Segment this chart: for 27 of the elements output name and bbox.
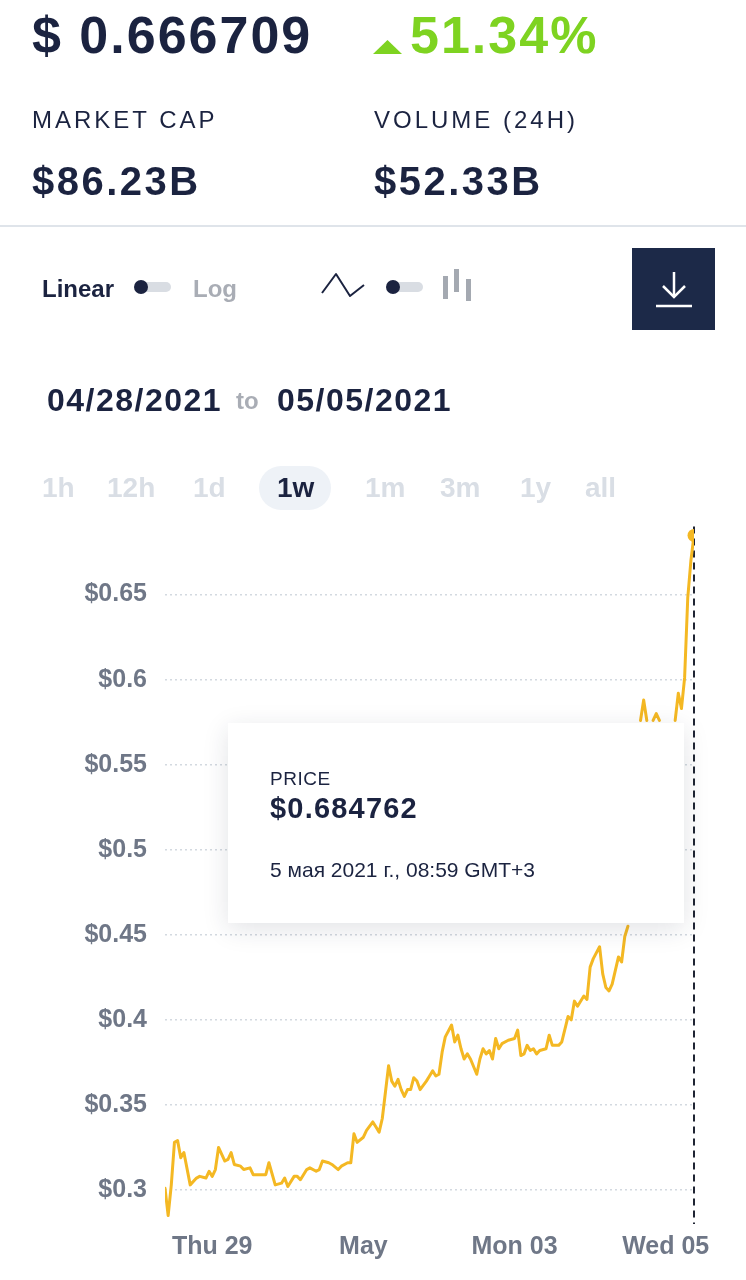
text: 05/05/2021 xyxy=(277,382,453,418)
text: $ 0.666709 xyxy=(32,6,313,64)
y-tick-label: $0.3 xyxy=(98,1173,147,1202)
x-tick-label: Mon 03 xyxy=(471,1230,558,1259)
x-tick-label: May xyxy=(339,1230,388,1259)
x-tick-label: Thu 29 xyxy=(171,1230,253,1259)
y-tick-label: $0.6 xyxy=(98,663,147,692)
y-tick-label: $0.55 xyxy=(84,748,148,777)
text: MARKET CAP xyxy=(32,106,218,133)
annotation: $0.684762 xyxy=(270,792,418,824)
text: 51.34% xyxy=(410,6,599,64)
annotation: PRICE xyxy=(270,768,331,789)
text: 04/28/2021 xyxy=(47,382,223,418)
text: 1w xyxy=(277,472,315,503)
annotation: 5 мая 2021 г., 08:59 GMT+3 xyxy=(270,858,535,881)
y-tick-label: $0.5 xyxy=(98,833,148,862)
y-tick-label: $0.4 xyxy=(98,1003,148,1032)
text: $86.23B xyxy=(32,159,201,203)
text: VOLUME (24H) xyxy=(374,106,579,133)
y-tick-label: $0.65 xyxy=(84,578,148,607)
x-tick-label: Wed 05 xyxy=(622,1230,710,1259)
text: to xyxy=(236,387,259,414)
y-tick-label: $0.45 xyxy=(84,918,148,947)
text: $52.33B xyxy=(374,159,543,203)
text: Log xyxy=(193,275,237,302)
text: Linear xyxy=(42,275,115,302)
y-tick-label: $0.35 xyxy=(84,1088,148,1117)
